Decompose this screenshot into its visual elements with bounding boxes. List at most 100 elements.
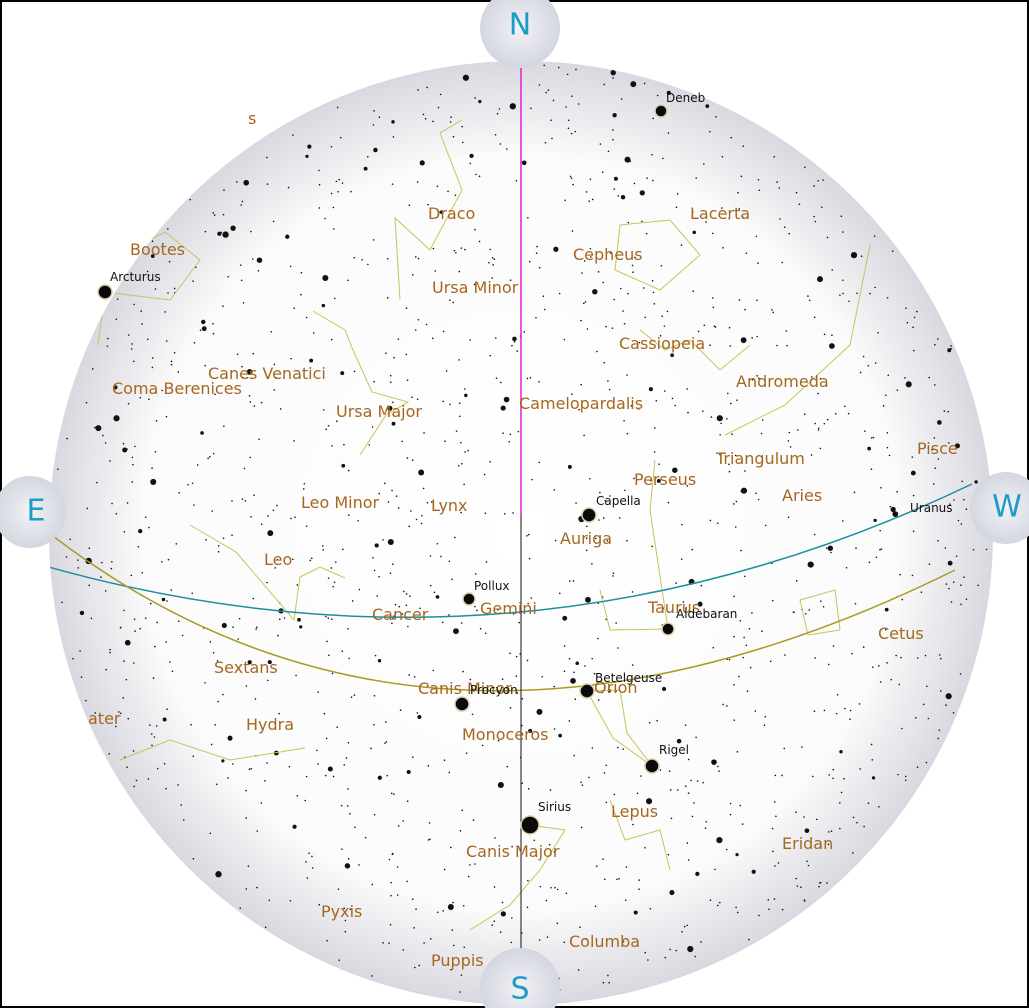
faint-star	[160, 560, 163, 563]
faint-star	[137, 545, 140, 548]
constellation-label: Hydra	[246, 715, 294, 734]
faint-star	[339, 136, 342, 139]
faint-star	[372, 124, 375, 126]
faint-star	[928, 563, 931, 565]
faint-star	[586, 328, 589, 330]
faint-star	[886, 296, 889, 299]
faint-star	[527, 602, 529, 605]
faint-star	[624, 489, 626, 492]
faint-star	[687, 411, 689, 414]
faint-star	[859, 371, 862, 374]
faint-star	[651, 153, 653, 156]
faint-star	[977, 584, 979, 587]
faint-star	[581, 784, 584, 786]
faint-star	[497, 608, 499, 611]
faint-star	[712, 297, 714, 299]
faint-star	[812, 775, 814, 778]
faint-star	[568, 720, 571, 722]
faint-star	[858, 703, 861, 705]
faint-star	[692, 230, 697, 235]
faint-star	[569, 175, 572, 178]
faint-star	[547, 89, 550, 92]
faint-star	[788, 232, 791, 235]
faint-star	[421, 514, 423, 517]
faint-star	[844, 707, 846, 710]
faint-star	[469, 864, 471, 866]
faint-star	[567, 127, 570, 130]
faint-star	[948, 442, 950, 444]
faint-star	[801, 746, 803, 748]
faint-star	[691, 548, 694, 551]
faint-star	[737, 191, 739, 194]
faint-star	[937, 458, 940, 460]
faint-star	[583, 260, 586, 262]
faint-star	[151, 240, 154, 243]
faint-star	[127, 402, 130, 405]
faint-star	[324, 774, 327, 777]
faint-star	[741, 216, 744, 218]
faint-star	[260, 523, 263, 526]
faint-star	[963, 576, 965, 578]
faint-star	[326, 939, 328, 942]
faint-star	[104, 442, 107, 444]
faint-star	[787, 516, 790, 519]
faint-star	[742, 145, 745, 147]
faint-star	[733, 719, 736, 721]
faint-star	[150, 478, 157, 485]
faint-star	[442, 910, 445, 912]
faint-star	[570, 177, 573, 179]
faint-star	[721, 207, 723, 209]
faint-star	[839, 294, 841, 296]
faint-star	[288, 765, 291, 768]
faint-star	[710, 416, 713, 418]
faint-star	[945, 704, 947, 706]
faint-star	[478, 175, 481, 178]
faint-star	[385, 352, 387, 354]
faint-star	[726, 418, 728, 420]
constellation-label: Puppis	[431, 951, 484, 970]
faint-star	[285, 234, 290, 239]
faint-star	[617, 195, 620, 197]
faint-star	[960, 603, 962, 606]
faint-star	[931, 449, 933, 451]
faint-star	[391, 183, 394, 185]
faint-star	[189, 198, 192, 201]
faint-star	[476, 609, 478, 612]
faint-star	[521, 782, 524, 784]
faint-star	[338, 178, 340, 181]
faint-star	[775, 815, 777, 818]
faint-star	[459, 991, 461, 993]
faint-star	[351, 600, 354, 602]
faint-star	[494, 337, 497, 339]
faint-star	[309, 358, 314, 363]
faint-star	[814, 220, 817, 223]
faint-star	[669, 789, 672, 791]
faint-star	[589, 247, 592, 250]
constellation-label: ater	[88, 709, 121, 728]
faint-star	[718, 901, 721, 904]
faint-star	[888, 454, 891, 457]
faint-star	[630, 81, 637, 88]
faint-star	[669, 890, 675, 896]
faint-star	[494, 837, 496, 839]
faint-star	[716, 837, 723, 844]
faint-star	[248, 768, 251, 771]
faint-star	[728, 658, 731, 661]
faint-star	[231, 534, 233, 536]
faint-star	[241, 498, 244, 500]
faint-star	[463, 483, 465, 486]
compass-badge	[0, 476, 66, 548]
faint-star	[915, 716, 917, 719]
faint-star	[395, 495, 398, 497]
faint-star	[796, 885, 799, 887]
faint-star	[386, 257, 389, 260]
faint-star	[598, 519, 600, 521]
faint-star	[417, 89, 419, 91]
faint-star	[417, 714, 422, 720]
faint-star	[102, 434, 104, 437]
faint-star	[730, 402, 732, 405]
faint-star	[384, 742, 386, 744]
faint-star	[443, 868, 446, 871]
constellation-label: Lynx	[431, 496, 468, 515]
faint-star	[627, 292, 629, 295]
